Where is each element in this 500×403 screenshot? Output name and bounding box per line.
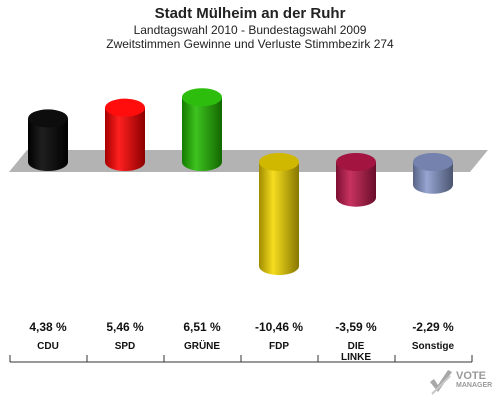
category-label: CDU	[37, 341, 59, 352]
value-labels-group: 4,38 % 5,46 % 6,51 % -10,46 % -3,59 % -2,29 %	[29, 320, 454, 334]
bar-cap	[259, 153, 299, 171]
bar-fdp	[259, 153, 299, 276]
vote-manager-logo	[428, 368, 498, 398]
bar-cap	[28, 109, 68, 128]
logo-name: VOTE	[456, 370, 486, 382]
value-label: -3,59 %	[335, 320, 377, 334]
checkmark-icon	[430, 370, 452, 395]
bar-body	[105, 107, 145, 171]
bar-cap	[182, 88, 222, 107]
bar-body	[259, 162, 299, 276]
bar-body	[413, 162, 453, 194]
category-label: Sonstige	[412, 341, 455, 352]
category-label: GRÜNE	[184, 339, 220, 352]
value-label: 6,51 %	[183, 320, 221, 334]
category-label: FDP	[269, 341, 289, 352]
bars-group	[28, 88, 453, 276]
value-label: -2,29 %	[412, 320, 454, 334]
bar-spd	[105, 98, 145, 171]
bar-sonstige	[413, 153, 453, 194]
chart-title: Stadt Mülheim an der Ruhr	[154, 5, 346, 22]
value-label: 5,46 %	[106, 320, 144, 334]
category-label: LINKE	[341, 352, 371, 363]
bar-cap	[413, 153, 453, 171]
bar-body	[28, 118, 68, 171]
bar-body	[336, 162, 376, 207]
category-label: DIE	[348, 341, 365, 352]
chart-subtitle-district: Zweitstimmen Gewinne und Verluste Stimmb…	[106, 37, 394, 51]
bar-grüne	[182, 88, 222, 171]
value-label: 4,38 %	[29, 320, 67, 334]
chart-subtitle-election: Landtagswahl 2010 - Bundestagswahl 2009	[133, 23, 367, 37]
bar-cdu	[28, 109, 68, 171]
bar-cap	[336, 153, 376, 171]
logo-subname: MANAGER	[456, 382, 493, 389]
bar-die-linke	[336, 153, 376, 207]
bar-cap	[105, 98, 145, 117]
category-label: SPD	[115, 341, 136, 352]
bar-body	[182, 97, 222, 171]
value-label: -10,46 %	[255, 320, 303, 334]
